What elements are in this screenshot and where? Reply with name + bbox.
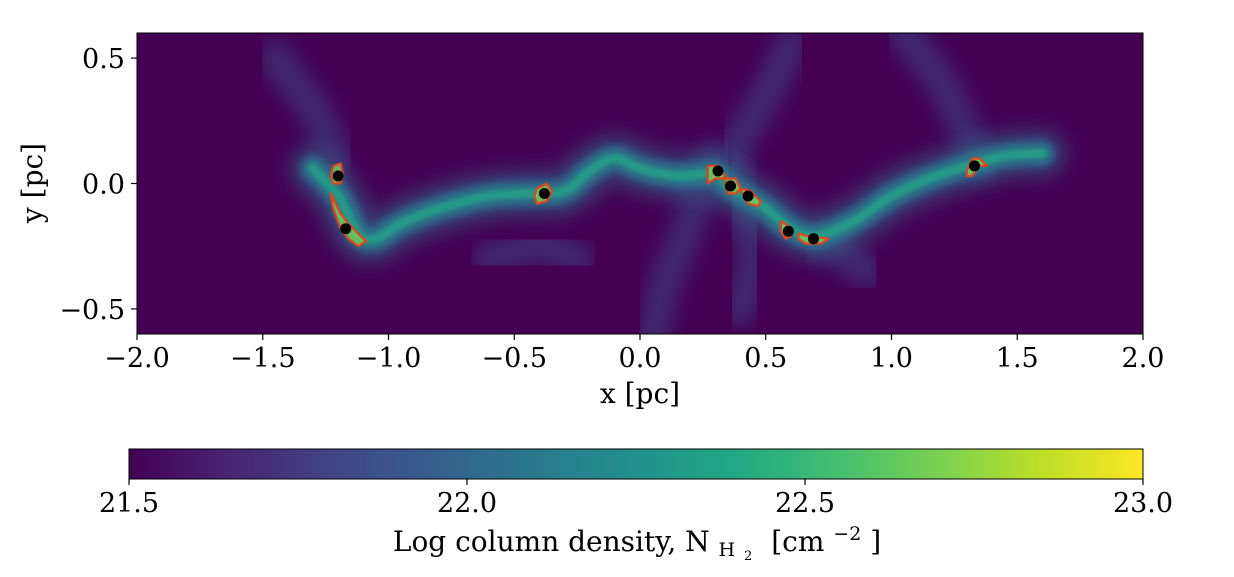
y-axis-ticks: 0.5 0.0 −0.5: [59, 44, 137, 326]
core-marker: [969, 160, 980, 172]
colorbar: 21.5 22.0 22.5 23.0 Log column density, N H…: [99, 448, 1173, 567]
x-axis-label: x [pc]: [600, 377, 680, 410]
y-axis-label: y [pc]: [16, 143, 49, 224]
x-tick-label: 1.0: [870, 343, 913, 374]
faint-stream: [472, 229, 595, 276]
y-tick-label: −0.5: [59, 295, 125, 326]
colorbar-tick-label: 23.0: [1113, 488, 1173, 519]
filament-layers: [258, 33, 1067, 334]
y-tick-label: 0.0: [82, 170, 125, 201]
core-marker: [332, 170, 344, 182]
core-marker: [808, 233, 819, 245]
colorbar-label-text: Log column density, N: [393, 525, 710, 558]
faint-stream: [258, 41, 356, 176]
x-tick-label: 0.0: [619, 343, 662, 374]
x-tick-label: −2.0: [104, 343, 170, 374]
core-markers: [332, 160, 980, 245]
x-tick-label: −1.5: [230, 343, 296, 374]
core-marker: [725, 180, 736, 192]
density-map: [136, 32, 1144, 335]
colorbar-label: Log column density, N H 2 [cm −2 ]: [393, 514, 881, 567]
core-marker: [340, 223, 352, 235]
colorbar-label-close: ]: [870, 525, 881, 558]
colorbar-label-units: [cm: [771, 525, 824, 558]
core-marker: [742, 190, 754, 202]
core-marker: [538, 188, 550, 199]
colorbar-label-sub-2: 2: [744, 549, 752, 564]
core-marker: [782, 225, 794, 237]
x-tick-label: 1.5: [996, 343, 1039, 374]
y-tick-label: 0.5: [82, 44, 125, 75]
x-axis-ticks: −2.0 −1.5 −1.0 −0.5 0.0 0.5 1.0 1.5 2.0: [104, 334, 1164, 374]
x-tick-label: 0.5: [744, 343, 787, 374]
x-tick-label: −0.5: [481, 343, 547, 374]
colorbar-label-sub-h: H: [719, 539, 736, 561]
colorbar-label-exp: −2: [833, 523, 861, 545]
colorbar-ticks: 21.5 22.0 22.5 23.0: [99, 479, 1173, 519]
core-contour: [329, 192, 367, 248]
colorbar-tick-label: 21.5: [99, 488, 159, 519]
colorbar-tick-label: 22.5: [775, 488, 835, 519]
core-marker: [712, 165, 724, 177]
x-tick-label: −1.0: [356, 343, 422, 374]
faint-stream: [718, 33, 808, 163]
colorbar-gradient: [128, 448, 1144, 480]
colorbar-tick-label: 22.0: [437, 488, 497, 519]
x-tick-label: 2.0: [1122, 343, 1165, 374]
filament-ridge: [308, 148, 1047, 245]
